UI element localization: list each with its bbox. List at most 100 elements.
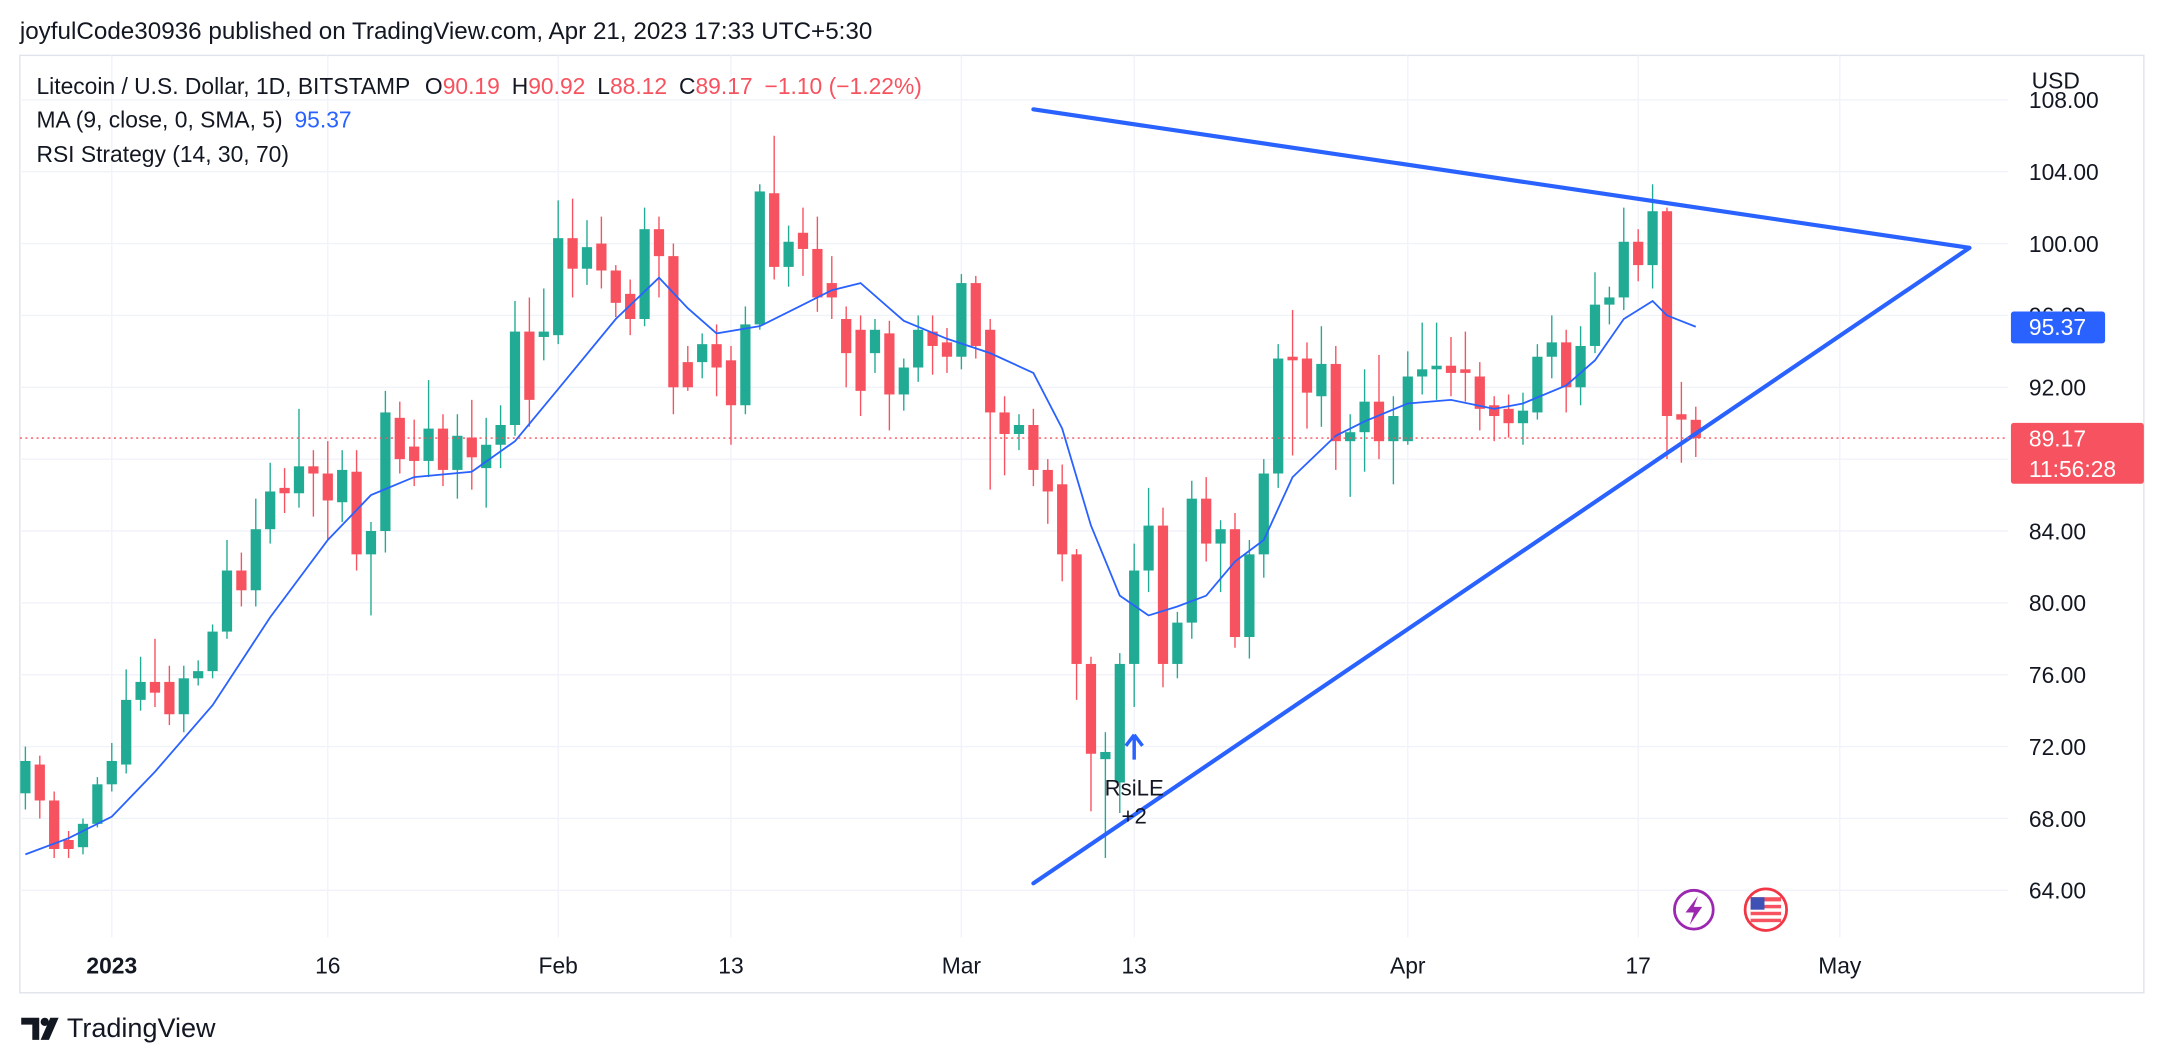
candle-body — [1273, 358, 1284, 474]
candle-body — [34, 764, 45, 801]
candle-body — [437, 428, 449, 470]
candle-body — [495, 425, 506, 445]
candle-body — [1417, 369, 1428, 377]
trend-line — [1031, 245, 1972, 886]
candle-body — [49, 800, 60, 849]
quote-value: 90.92 — [528, 73, 585, 99]
candle-body — [207, 631, 218, 672]
quote-value: 89.17 — [695, 73, 752, 99]
candle-body — [1373, 401, 1385, 442]
candle-body — [725, 360, 737, 406]
candle-body — [1445, 365, 1457, 373]
candle-body — [236, 570, 247, 591]
candle-body — [1546, 342, 1557, 357]
y-tick-label: 72.00 — [2029, 734, 2086, 760]
signal-label: RsiLE — [1105, 776, 1164, 801]
candle-body — [1561, 342, 1572, 388]
signal-marker: RsiLE+2 — [1105, 733, 1164, 828]
y-tick-label: 64.00 — [2029, 878, 2086, 904]
candle-body — [1359, 401, 1370, 433]
candle-body — [1013, 425, 1025, 434]
x-tick-label: Feb — [539, 952, 578, 978]
candle-body — [1517, 410, 1529, 424]
candle-body — [135, 681, 146, 700]
candle-body — [293, 466, 305, 494]
candle-body — [1661, 211, 1673, 417]
candle-body — [985, 329, 996, 413]
candle-body — [653, 229, 665, 257]
quote-value: 90.19 — [443, 73, 500, 99]
candle-body — [869, 329, 881, 354]
x-tick-label: 13 — [718, 952, 743, 978]
candle-body — [1330, 363, 1341, 442]
candle-body — [999, 412, 1010, 434]
quote-label: L — [597, 73, 610, 99]
candle-body — [1301, 358, 1313, 393]
candle-body — [956, 283, 967, 357]
candle-body — [394, 417, 405, 460]
candle-body — [308, 466, 319, 474]
x-tick-label: Apr — [1390, 952, 1426, 978]
candle-body — [481, 444, 492, 469]
candle-body — [380, 412, 391, 531]
candle-body — [1244, 554, 1255, 637]
candle-body — [337, 469, 348, 503]
candle-body — [1589, 304, 1601, 346]
quote-change: −1.10 (−1.22%) — [765, 73, 922, 99]
legend-quote: Litecoin / U.S. Dollar, 1D, BITSTAMP O90… — [36, 73, 921, 99]
candle-body — [754, 191, 765, 325]
candle-body — [164, 681, 175, 715]
candle-body — [1229, 529, 1241, 637]
candle-body — [682, 362, 693, 388]
y-tick-label: 92.00 — [2029, 375, 2086, 401]
y-tick-label: 76.00 — [2029, 662, 2086, 688]
candle-body — [1258, 473, 1269, 555]
economic-events-icon[interactable] — [1743, 887, 1788, 932]
candle-body — [1633, 241, 1644, 266]
candle-body — [697, 344, 708, 363]
x-tick-label: 17 — [1625, 952, 1650, 978]
candle-body — [1172, 622, 1183, 664]
candle-body — [1143, 525, 1154, 571]
candle-body — [841, 319, 852, 354]
legend-indicator: RSI Strategy (14, 30, 70) — [36, 141, 289, 167]
candle-body — [1057, 484, 1068, 555]
candle-body — [1647, 211, 1658, 266]
candle-body — [812, 248, 823, 298]
candle-body — [1532, 356, 1543, 413]
candle-body — [1316, 363, 1327, 397]
y-tick-label: 80.00 — [2029, 590, 2086, 616]
candle-body — [1287, 356, 1298, 361]
trend-line — [1031, 107, 1972, 250]
candle-body — [265, 491, 276, 530]
x-tick-label: 2023 — [86, 952, 137, 978]
alert-icon[interactable] — [1673, 888, 1715, 931]
candle-body — [970, 283, 981, 346]
candle-body — [63, 840, 74, 849]
publish-header: joyfulCode30936 published on TradingView… — [19, 18, 873, 45]
ma-line — [25, 276, 1697, 856]
candle-body — [941, 342, 953, 357]
candle-body — [1042, 469, 1053, 492]
candle-body — [221, 570, 233, 632]
candle-body — [77, 823, 89, 848]
candle-body — [1503, 408, 1514, 424]
candle-body — [1085, 663, 1097, 754]
candle-body — [250, 529, 261, 591]
candle-body — [1388, 416, 1399, 442]
candle-body — [1157, 525, 1169, 664]
candle-body — [1431, 365, 1442, 370]
candle-body — [567, 238, 578, 269]
candle-body — [884, 333, 895, 395]
candle-body — [106, 760, 117, 785]
candle-body — [1186, 498, 1197, 623]
candle-body — [193, 671, 204, 679]
candle-body — [1201, 498, 1212, 544]
axes: 64.0068.0072.0076.0080.0084.0088.0092.00… — [86, 87, 2144, 978]
y-tick-label: 104.00 — [2029, 159, 2099, 185]
candle-body — [1460, 369, 1471, 373]
x-tick-label: 16 — [315, 952, 340, 978]
candle-body — [783, 241, 794, 267]
